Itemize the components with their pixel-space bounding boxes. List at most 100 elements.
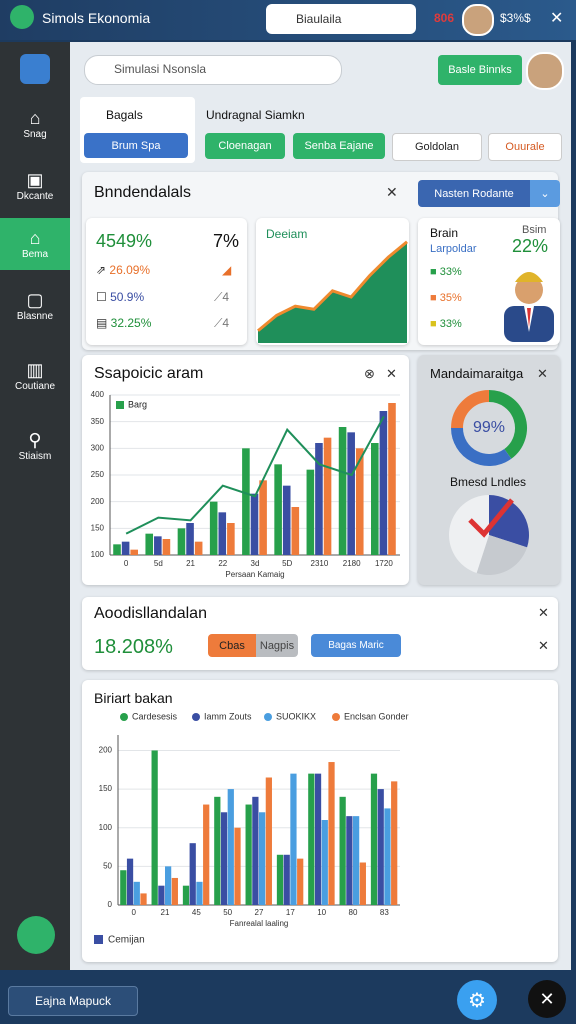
kpi-mark: ⟋4 xyxy=(214,316,229,331)
chat-button[interactable] xyxy=(17,916,55,954)
card-title: Aoodisllandalan xyxy=(94,605,207,622)
sidebar-item[interactable]: ⌂ Bema xyxy=(0,228,70,260)
trend-icon: ◢ xyxy=(222,263,232,277)
settings-button[interactable]: ⚙ xyxy=(457,980,497,1020)
kpi-mark: ⟋4 xyxy=(214,290,229,305)
sidebar xyxy=(0,42,70,970)
bars-card xyxy=(82,680,558,962)
sidebar-item[interactable]: ▥ Coutiane xyxy=(0,360,70,392)
kpi-mark-value: 4 xyxy=(222,290,230,304)
icon: ▤ xyxy=(96,316,111,330)
close-icon[interactable]: ✕ xyxy=(537,366,548,381)
settings-icon[interactable]: ⊗ xyxy=(364,366,375,381)
icon: ⚲ xyxy=(28,430,42,450)
sidebar-item[interactable]: ⌂ Snag xyxy=(0,108,70,140)
card-title: Bnndendalals xyxy=(94,184,191,201)
sidebar-label: Blasnne xyxy=(16,311,54,322)
profile-name: Brain xyxy=(430,226,459,240)
kpi-side: 7% xyxy=(213,231,240,251)
kpi-mark-value: 4 xyxy=(222,316,230,330)
kpi-row-value: 32.25% xyxy=(110,316,152,330)
profile-tag: Bsim xyxy=(522,224,547,236)
header-search[interactable] xyxy=(266,4,416,34)
icon: ⟋ xyxy=(214,316,223,330)
dropdown-caret[interactable]: ⌄ xyxy=(530,180,560,207)
alloc-value: 18.208% xyxy=(94,636,173,658)
sidebar-item[interactable]: ▣ Dkcante xyxy=(0,170,70,202)
card-title: Ssapoicic aram xyxy=(94,365,204,382)
sidebar-label: Bema xyxy=(21,249,49,260)
kpi-main: 4549% xyxy=(96,231,153,251)
combo-card xyxy=(82,355,409,585)
icon: ⇗ xyxy=(96,263,110,277)
tab-button[interactable]: Goldolan xyxy=(392,133,482,161)
profile-row-value: 35% xyxy=(439,292,462,304)
icon: ☐ xyxy=(96,290,111,304)
face xyxy=(515,276,543,304)
main-search-text: Simulasi Nsonsla xyxy=(114,62,207,76)
kpi-row-value: 26.09% xyxy=(109,263,151,277)
avatar[interactable] xyxy=(526,52,564,90)
app-title: Simols Ekonomia xyxy=(42,10,151,26)
close-icon[interactable]: ✕ xyxy=(550,10,564,27)
trend-title: Deeiam xyxy=(266,227,308,241)
tab-button[interactable]: Senba Eajane xyxy=(293,133,385,159)
avatar[interactable] xyxy=(462,4,494,36)
sidebar-label: Stiaism xyxy=(18,451,52,462)
toggle-option[interactable]: Nagpis xyxy=(256,634,298,657)
tab-label: Bagals xyxy=(106,108,143,122)
kpi-row: ☐ 50.9% xyxy=(96,290,144,304)
dropdown[interactable]: Bagas Maric xyxy=(311,634,401,657)
kpi-card xyxy=(86,218,247,345)
badge: 806 xyxy=(434,11,455,25)
icon: ⌂ xyxy=(29,228,41,248)
card-title: Mandaimaraitga xyxy=(430,366,524,381)
profile-row-value: 33% xyxy=(439,266,462,278)
icon: ⟋ xyxy=(214,290,223,304)
kpi-row: ▤ 32.25% xyxy=(96,316,151,330)
profile-value: 22% xyxy=(512,236,549,256)
alloc-card xyxy=(82,597,558,670)
bottom-dropdown[interactable]: Eajna Mapuck xyxy=(8,986,138,1016)
kpi-row-value: 50.9% xyxy=(110,290,145,304)
swatch: ■ xyxy=(430,318,440,330)
main-search[interactable] xyxy=(84,55,342,85)
sidebar-label: Snag xyxy=(23,129,47,140)
toggle-option[interactable]: Cbas xyxy=(208,634,256,657)
close-button[interactable]: ✕ xyxy=(528,980,566,1018)
top-button[interactable]: Basle Binnks xyxy=(438,55,522,85)
close-icon[interactable]: ✕ xyxy=(386,366,397,381)
profile-row-value: 33% xyxy=(439,318,462,330)
close-icon[interactable]: ✕ xyxy=(538,638,549,653)
tab-button[interactable]: Cloenagan xyxy=(205,133,285,159)
close-icon[interactable]: ✕ xyxy=(538,605,549,620)
sidebar-item[interactable]: ⚲ Stiaism xyxy=(0,430,70,462)
icon: ▣ xyxy=(26,170,44,190)
gauge-title: Bmesd Lndles xyxy=(450,475,527,489)
profile-role: Larpoldar xyxy=(430,243,477,255)
sidebar-label: Dkcante xyxy=(16,191,54,202)
sidebar-label: Coutiane xyxy=(14,381,56,392)
profile-row: ■ 33% xyxy=(430,266,462,278)
kpi-row: ⇗ 26.09% xyxy=(96,263,150,277)
card-title: Biriart bakan xyxy=(94,690,173,706)
tab-caption: Undragnal Siamkn xyxy=(206,108,305,122)
donut-card xyxy=(418,355,560,585)
app-logo[interactable] xyxy=(10,5,34,29)
sidebar-active xyxy=(0,218,70,270)
tab-button[interactable]: Brum Spa xyxy=(84,133,188,158)
hat xyxy=(515,272,543,282)
profile-row: ■ 33% xyxy=(430,318,462,330)
sidebar-logo[interactable] xyxy=(20,54,50,84)
tie xyxy=(527,308,531,328)
icon: ▥ xyxy=(26,360,44,380)
tab-button[interactable]: Ouurale xyxy=(488,133,562,161)
icon: ⌂ xyxy=(29,108,41,128)
balance: $3%$ xyxy=(500,11,531,25)
close-icon[interactable]: ✕ xyxy=(386,184,398,200)
swatch: ■ xyxy=(430,266,440,278)
sidebar-item[interactable]: ▢ Blasnne xyxy=(0,290,70,322)
dropdown[interactable]: Nasten Rodante xyxy=(418,180,530,207)
profile-illustration xyxy=(504,272,554,342)
